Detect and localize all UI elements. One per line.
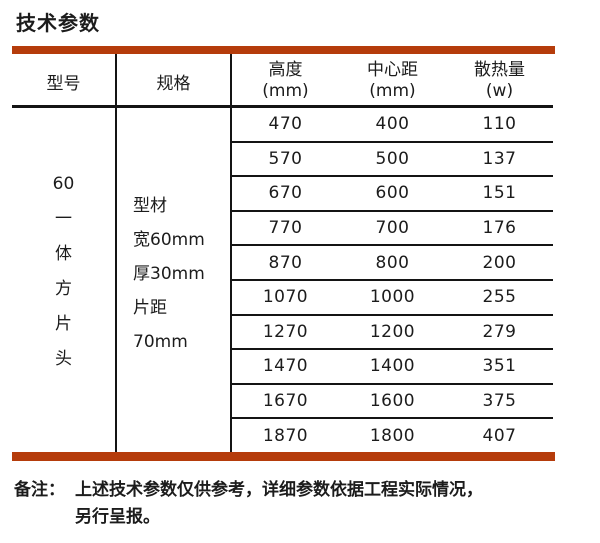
spec-line: 型材 [133, 196, 167, 216]
column-data: 高度 (mm) 中心距 (mm) 散热量 (w) 470 400 110 570… [232, 54, 553, 452]
footnote-line: 另行呈报。 [75, 507, 160, 527]
table-row: 1070 1000 255 [232, 278, 553, 314]
center-distance-value: 1400 [369, 356, 416, 377]
height-value: 470 [268, 114, 303, 135]
height-value: 570 [268, 148, 303, 169]
header-center-label: 中心距 [367, 60, 418, 80]
model-line: 方 [55, 279, 72, 299]
center-distance-value: 700 [375, 218, 410, 239]
heat-output-value: 407 [482, 425, 517, 446]
heat-output-value: 279 [482, 321, 517, 342]
spec-line: 片距 [133, 298, 167, 318]
footnote-text: 上述技术参数仅供参考，详细参数依据工程实际情况， 另行呈报。 [75, 477, 588, 531]
spec-line: 宽60mm [133, 230, 205, 250]
height-value: 670 [268, 183, 303, 204]
header-heat-output: 散热量 (w) [446, 54, 553, 108]
table-row: 470 400 110 [232, 108, 553, 141]
model-line: 片 [55, 314, 72, 334]
table-row: 770 700 176 [232, 209, 553, 245]
data-rows: 470 400 110 570 500 137 670 600 151 770 … [232, 108, 553, 452]
column-spec: 规格 型材 宽60mm 厚30mm 片距 70mm [117, 54, 232, 452]
column-model: 型号 60 一 体 方 片 头 [12, 54, 117, 452]
header-divider-line [12, 105, 553, 108]
height-value: 1870 [262, 425, 309, 446]
center-distance-value: 400 [375, 114, 410, 135]
footnote-label: 备注： [14, 480, 65, 500]
center-distance-value: 1800 [369, 425, 416, 446]
table-row: 1470 1400 351 [232, 348, 553, 383]
heat-output-value: 137 [482, 148, 517, 169]
height-value: 1270 [262, 321, 309, 342]
heat-output-value: 176 [482, 218, 517, 239]
table-row: 1270 1200 279 [232, 313, 553, 349]
heat-output-value: 151 [482, 183, 517, 204]
footnote: 备注： 上述技术参数仅供参考，详细参数依据工程实际情况， 另行呈报。 [14, 477, 588, 531]
heat-output-value: 375 [482, 391, 517, 412]
header-height-label: 高度 [268, 60, 303, 80]
model-cell: 60 一 体 方 片 头 [12, 108, 115, 452]
data-header-row: 高度 (mm) 中心距 (mm) 散热量 (w) [232, 54, 553, 108]
height-value: 870 [268, 252, 303, 273]
center-distance-value: 800 [375, 252, 410, 273]
header-height: 高度 (mm) [232, 54, 339, 108]
heat-output-value: 110 [482, 114, 517, 135]
height-value: 1670 [262, 391, 309, 412]
header-model: 型号 [46, 73, 81, 94]
height-value: 1070 [262, 287, 309, 308]
spec-line: 70mm [133, 332, 188, 352]
spec-table: 型号 60 一 体 方 片 头 规格 型材 宽60mm 厚30mm 片距 70m… [12, 54, 553, 452]
table-row: 570 500 137 [232, 140, 553, 176]
header-center-distance: 中心距 (mm) [339, 54, 446, 108]
accent-bar-top [12, 46, 555, 54]
spec-cell: 型材 宽60mm 厚30mm 片距 70mm [117, 108, 230, 452]
accent-bar-bottom [12, 452, 555, 461]
model-line: 60 [52, 174, 75, 194]
heat-output-value: 351 [482, 356, 517, 377]
heat-output-value: 255 [482, 287, 517, 308]
table-row: 670 600 151 [232, 175, 553, 210]
header-center-unit: (mm) [369, 81, 416, 101]
center-distance-value: 1000 [369, 287, 416, 308]
header-spec: 规格 [156, 73, 191, 94]
header-heat-label: 散热量 [474, 60, 525, 80]
model-line: 头 [55, 349, 72, 369]
model-line: 一 [55, 209, 72, 229]
footnote-line: 上述技术参数仅供参考，详细参数依据工程实际情况， [75, 480, 483, 500]
table-row: 1870 1800 407 [232, 417, 553, 452]
height-value: 770 [268, 218, 303, 239]
height-value: 1470 [262, 356, 309, 377]
model-line: 体 [55, 244, 72, 264]
table-row: 870 800 200 [232, 244, 553, 279]
spec-line: 厚30mm [133, 264, 205, 284]
page-title: 技术参数 [16, 11, 100, 35]
center-distance-value: 1600 [369, 391, 416, 412]
center-distance-value: 600 [375, 183, 410, 204]
center-distance-value: 500 [375, 148, 410, 169]
table-row: 1670 1600 375 [232, 382, 553, 418]
header-height-unit: (mm) [262, 81, 309, 101]
header-heat-unit: (w) [485, 81, 514, 101]
heat-output-value: 200 [482, 252, 517, 273]
center-distance-value: 1200 [369, 321, 416, 342]
